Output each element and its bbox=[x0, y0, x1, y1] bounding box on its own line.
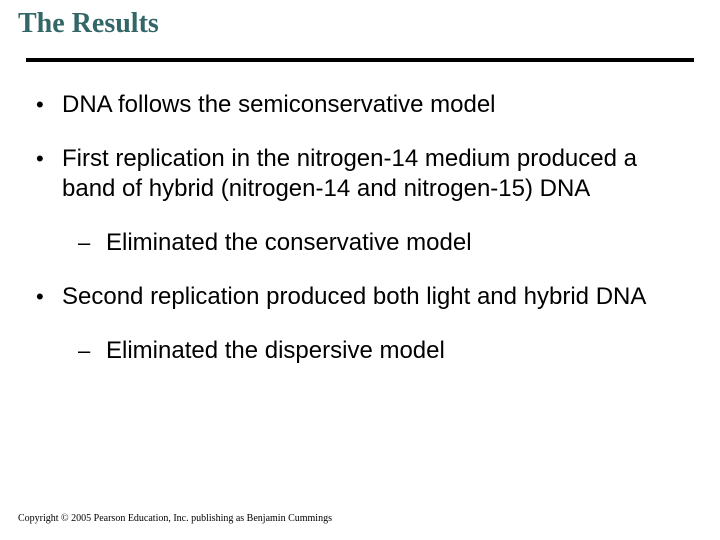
bullet-text: DNA follows the semiconservative model bbox=[62, 90, 496, 120]
sub-bullet-marker: – bbox=[78, 228, 106, 258]
sub-bullet-item: – Eliminated the conservative model bbox=[78, 228, 690, 258]
bullet-item: • Second replication produced both light… bbox=[36, 282, 690, 312]
bullet-text: Second replication produced both light a… bbox=[62, 282, 646, 312]
sub-bullet-marker: – bbox=[78, 336, 106, 366]
page-title: The Results bbox=[18, 8, 694, 40]
slide: The Results • DNA follows the semiconser… bbox=[0, 0, 720, 540]
bullet-marker: • bbox=[36, 144, 62, 204]
bullet-marker: • bbox=[36, 90, 62, 120]
sub-bullet-text: Eliminated the dispersive model bbox=[106, 336, 445, 366]
copyright-text: Copyright © 2005 Pearson Education, Inc.… bbox=[18, 513, 332, 524]
bullet-item: • First replication in the nitrogen-14 m… bbox=[36, 144, 690, 204]
sub-bullet-item: – Eliminated the dispersive model bbox=[78, 336, 690, 366]
sub-bullet-text: Eliminated the conservative model bbox=[106, 228, 472, 258]
title-rule bbox=[26, 58, 694, 62]
bullet-text: First replication in the nitrogen-14 med… bbox=[62, 144, 690, 204]
bullet-item: • DNA follows the semiconservative model bbox=[36, 90, 690, 120]
bullet-marker: • bbox=[36, 282, 62, 312]
content-area: • DNA follows the semiconservative model… bbox=[26, 90, 694, 366]
